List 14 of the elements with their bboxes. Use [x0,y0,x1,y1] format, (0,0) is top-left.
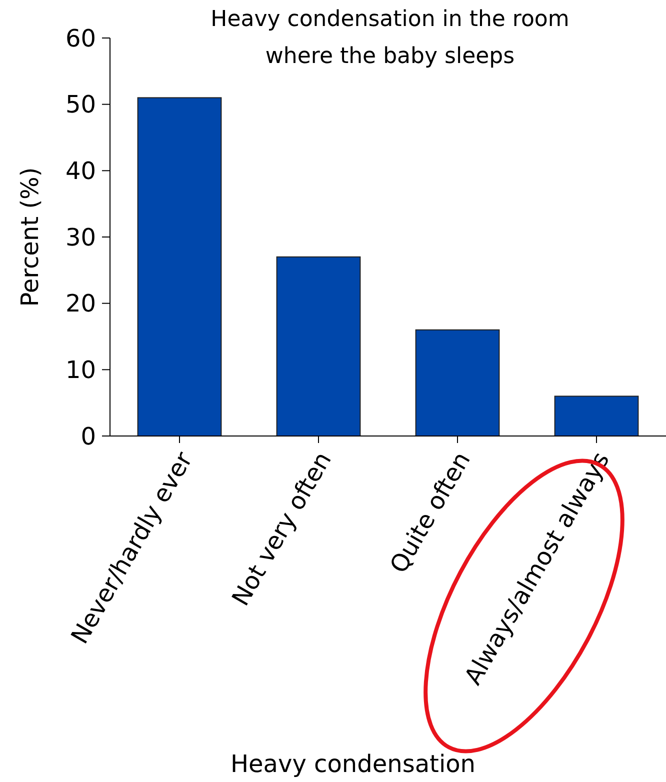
y-tick-label: 20 [65,290,96,318]
bar [276,256,361,436]
bar [415,329,500,436]
chart-title: Heavy condensation in the room where the baby sleeps [210,7,570,69]
bar [554,396,639,436]
y-tick-label: 10 [65,356,96,384]
y-axis-title: Percent (%) [16,167,44,307]
y-tick-label: 50 [65,90,96,119]
y-tick-label: 40 [65,157,96,186]
x-axis-title: Heavy condensation [230,750,476,778]
y-tick-label: 0 [80,422,96,450]
bar [137,97,222,436]
y-tick-label: 60 [65,24,96,52]
y-tick-label: 30 [65,223,96,252]
